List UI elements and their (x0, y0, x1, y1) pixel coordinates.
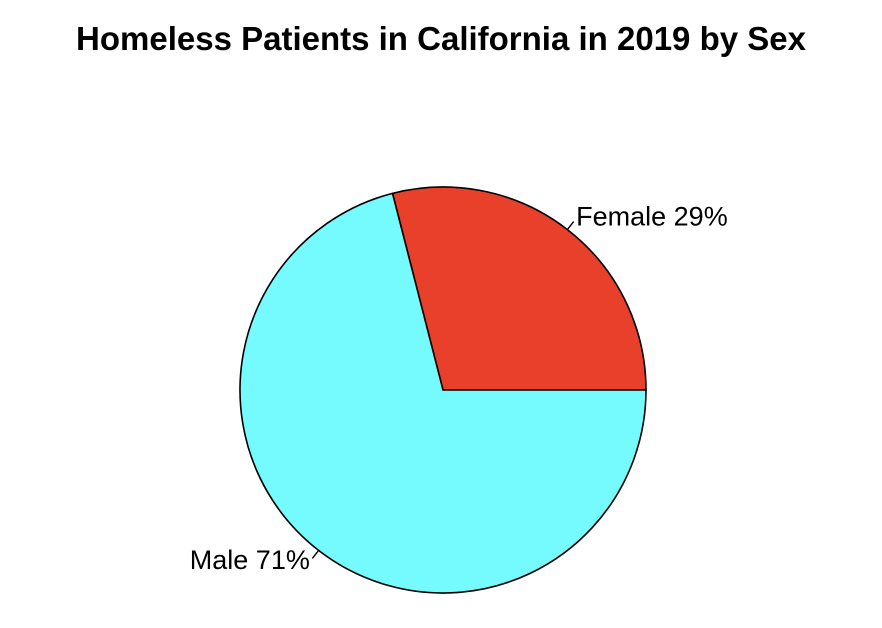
leader-line-male (311, 549, 320, 559)
pie-labels: Female 29% Male 71% (190, 201, 728, 574)
pie-slice-male (239, 192, 647, 594)
leader-line-female (566, 221, 575, 231)
pie-slice-female (391, 186, 647, 391)
pie-slices (239, 186, 647, 594)
slice-label-male: Male 71% (190, 545, 310, 575)
slice-label-female: Female 29% (576, 201, 728, 231)
chart-title: Homeless Patients in California in 2019 … (76, 20, 806, 57)
